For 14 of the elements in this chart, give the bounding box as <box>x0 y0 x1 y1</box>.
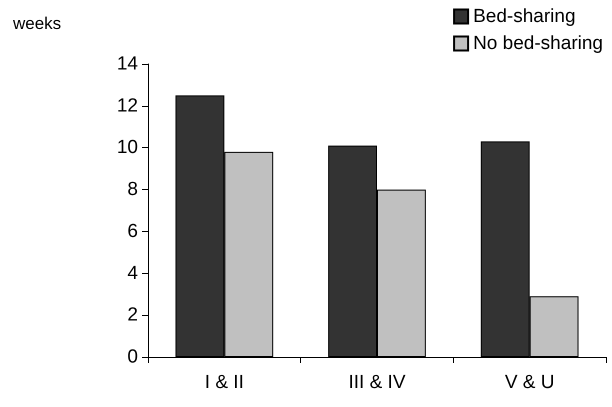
y-tick-label: 6 <box>127 220 138 242</box>
y-tick-label: 10 <box>116 137 138 158</box>
y-tick-label: 0 <box>127 346 138 368</box>
y-tick-label: 8 <box>127 179 138 200</box>
x-tick-label: V & U <box>504 372 554 393</box>
y-tick-label: 4 <box>127 262 138 284</box>
y-tick-label: 12 <box>116 95 138 116</box>
x-tick-label: III & IV <box>348 372 406 393</box>
y-tick-label: 2 <box>127 304 138 326</box>
legend-label: Bed-sharing <box>473 6 576 27</box>
legend-label: No bed-sharing <box>473 33 604 54</box>
x-tick-label: I & II <box>204 372 244 393</box>
y-tick-label: 14 <box>116 54 138 74</box>
y-axis-title: weeks <box>12 14 62 33</box>
